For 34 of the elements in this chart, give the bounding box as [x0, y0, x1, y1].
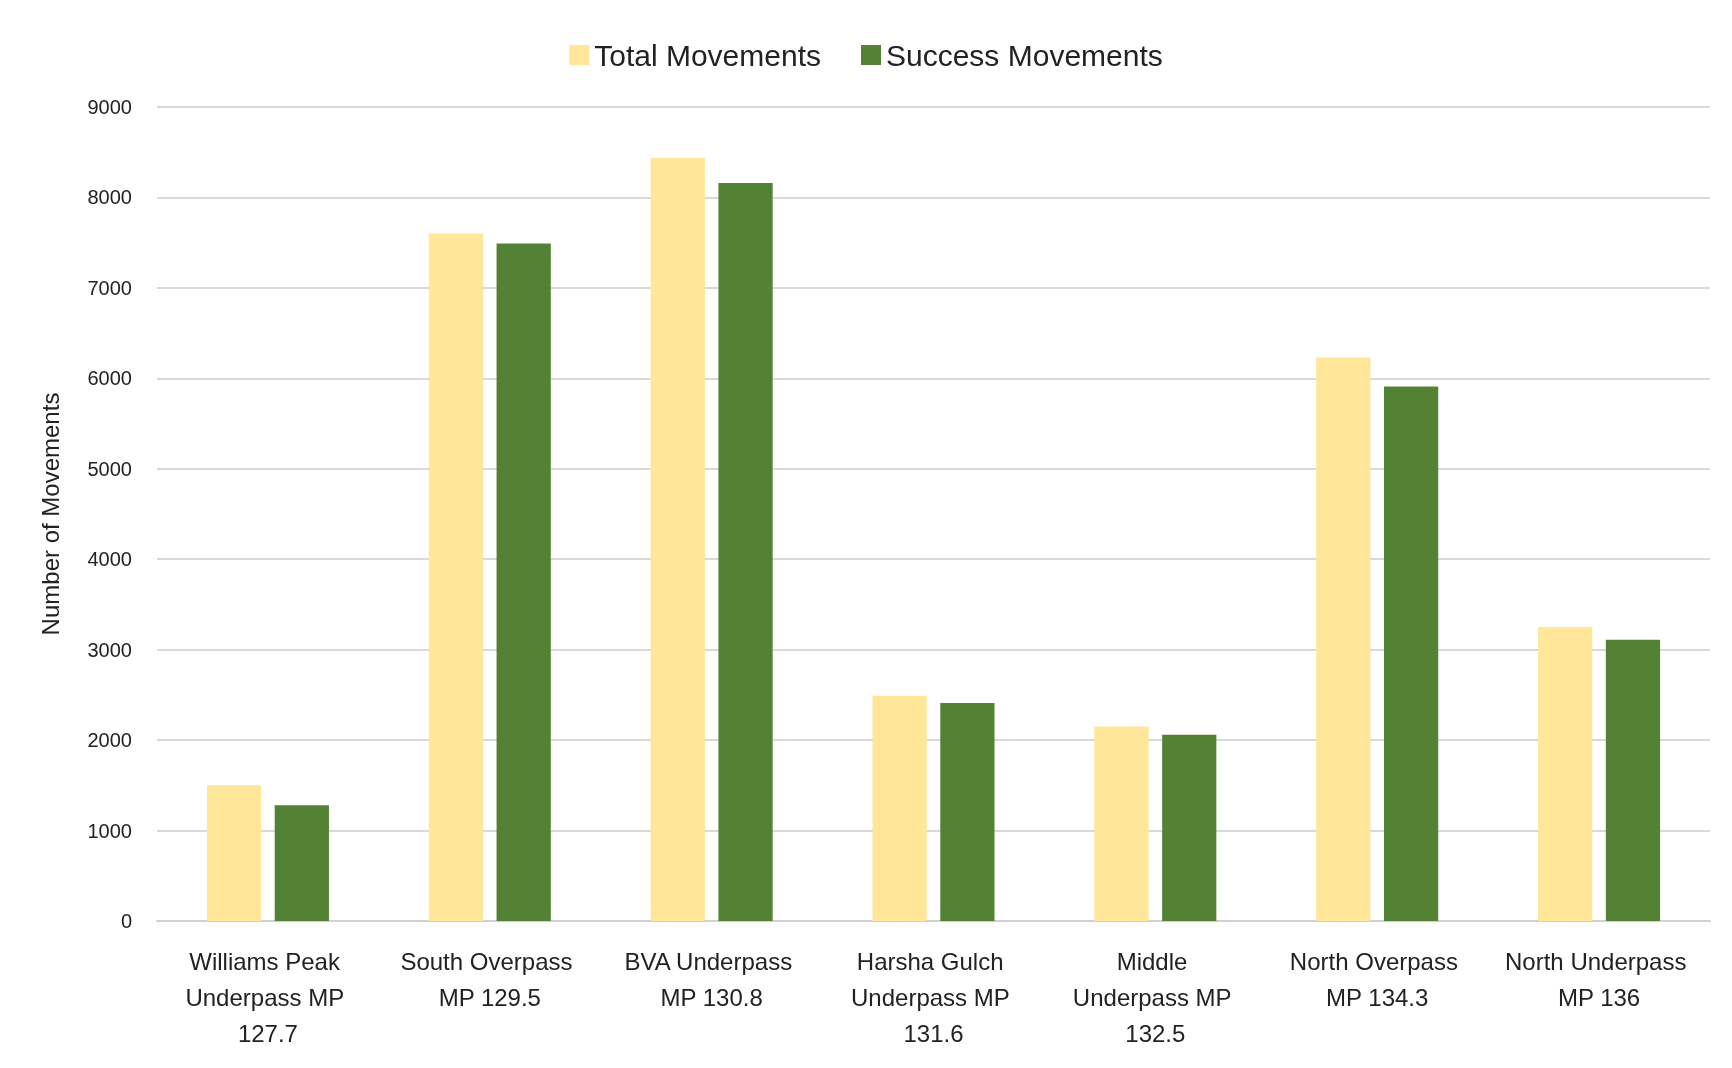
- bar: [1605, 639, 1661, 921]
- x-tick-label: North Overpass MP 134.3: [1289, 947, 1465, 1011]
- y-axis-title: Number of Movements: [36, 392, 64, 636]
- x-tick-label: BVA Underpass MP 130.8: [624, 947, 799, 1011]
- y-tick-label: 2000: [87, 729, 132, 752]
- y-tick-label: 6000: [87, 367, 132, 390]
- y-tick-label: 5000: [87, 457, 132, 480]
- legend-label: Success Movements: [886, 38, 1163, 72]
- y-tick-label: 3000: [87, 638, 132, 661]
- bar: [206, 785, 262, 921]
- x-tick-label: Williams Peak Underpass MP 127.7: [185, 947, 351, 1047]
- bar: [1383, 386, 1439, 921]
- y-tick-label: 0: [120, 910, 132, 932]
- y-tick-label: 1000: [87, 819, 132, 842]
- bar: [428, 233, 484, 921]
- x-tick-label: South Overpass MP 129.5: [400, 947, 580, 1011]
- x-tick-label: Harsha Gulch Underpass MP 131.6: [851, 947, 1016, 1047]
- bar: [496, 243, 551, 921]
- x-tick-label: Middle Underpass MP 132.5: [1072, 947, 1238, 1047]
- bar: [1316, 357, 1371, 921]
- bar: [940, 703, 995, 921]
- legend-label: Total Movements: [594, 38, 821, 72]
- x-tick-label: North Underpass MP 136: [1505, 947, 1694, 1011]
- bar: [1162, 734, 1217, 921]
- bar: [1538, 627, 1593, 921]
- y-tick-label: 4000: [87, 548, 132, 571]
- bar: [872, 695, 927, 921]
- y-tick-label: 8000: [87, 186, 132, 209]
- y-tick-label: 9000: [87, 96, 132, 118]
- y-tick-label: 7000: [87, 276, 132, 299]
- bar: [274, 805, 329, 921]
- bar: [650, 157, 705, 921]
- bar: [718, 182, 773, 921]
- bar: [1094, 726, 1149, 921]
